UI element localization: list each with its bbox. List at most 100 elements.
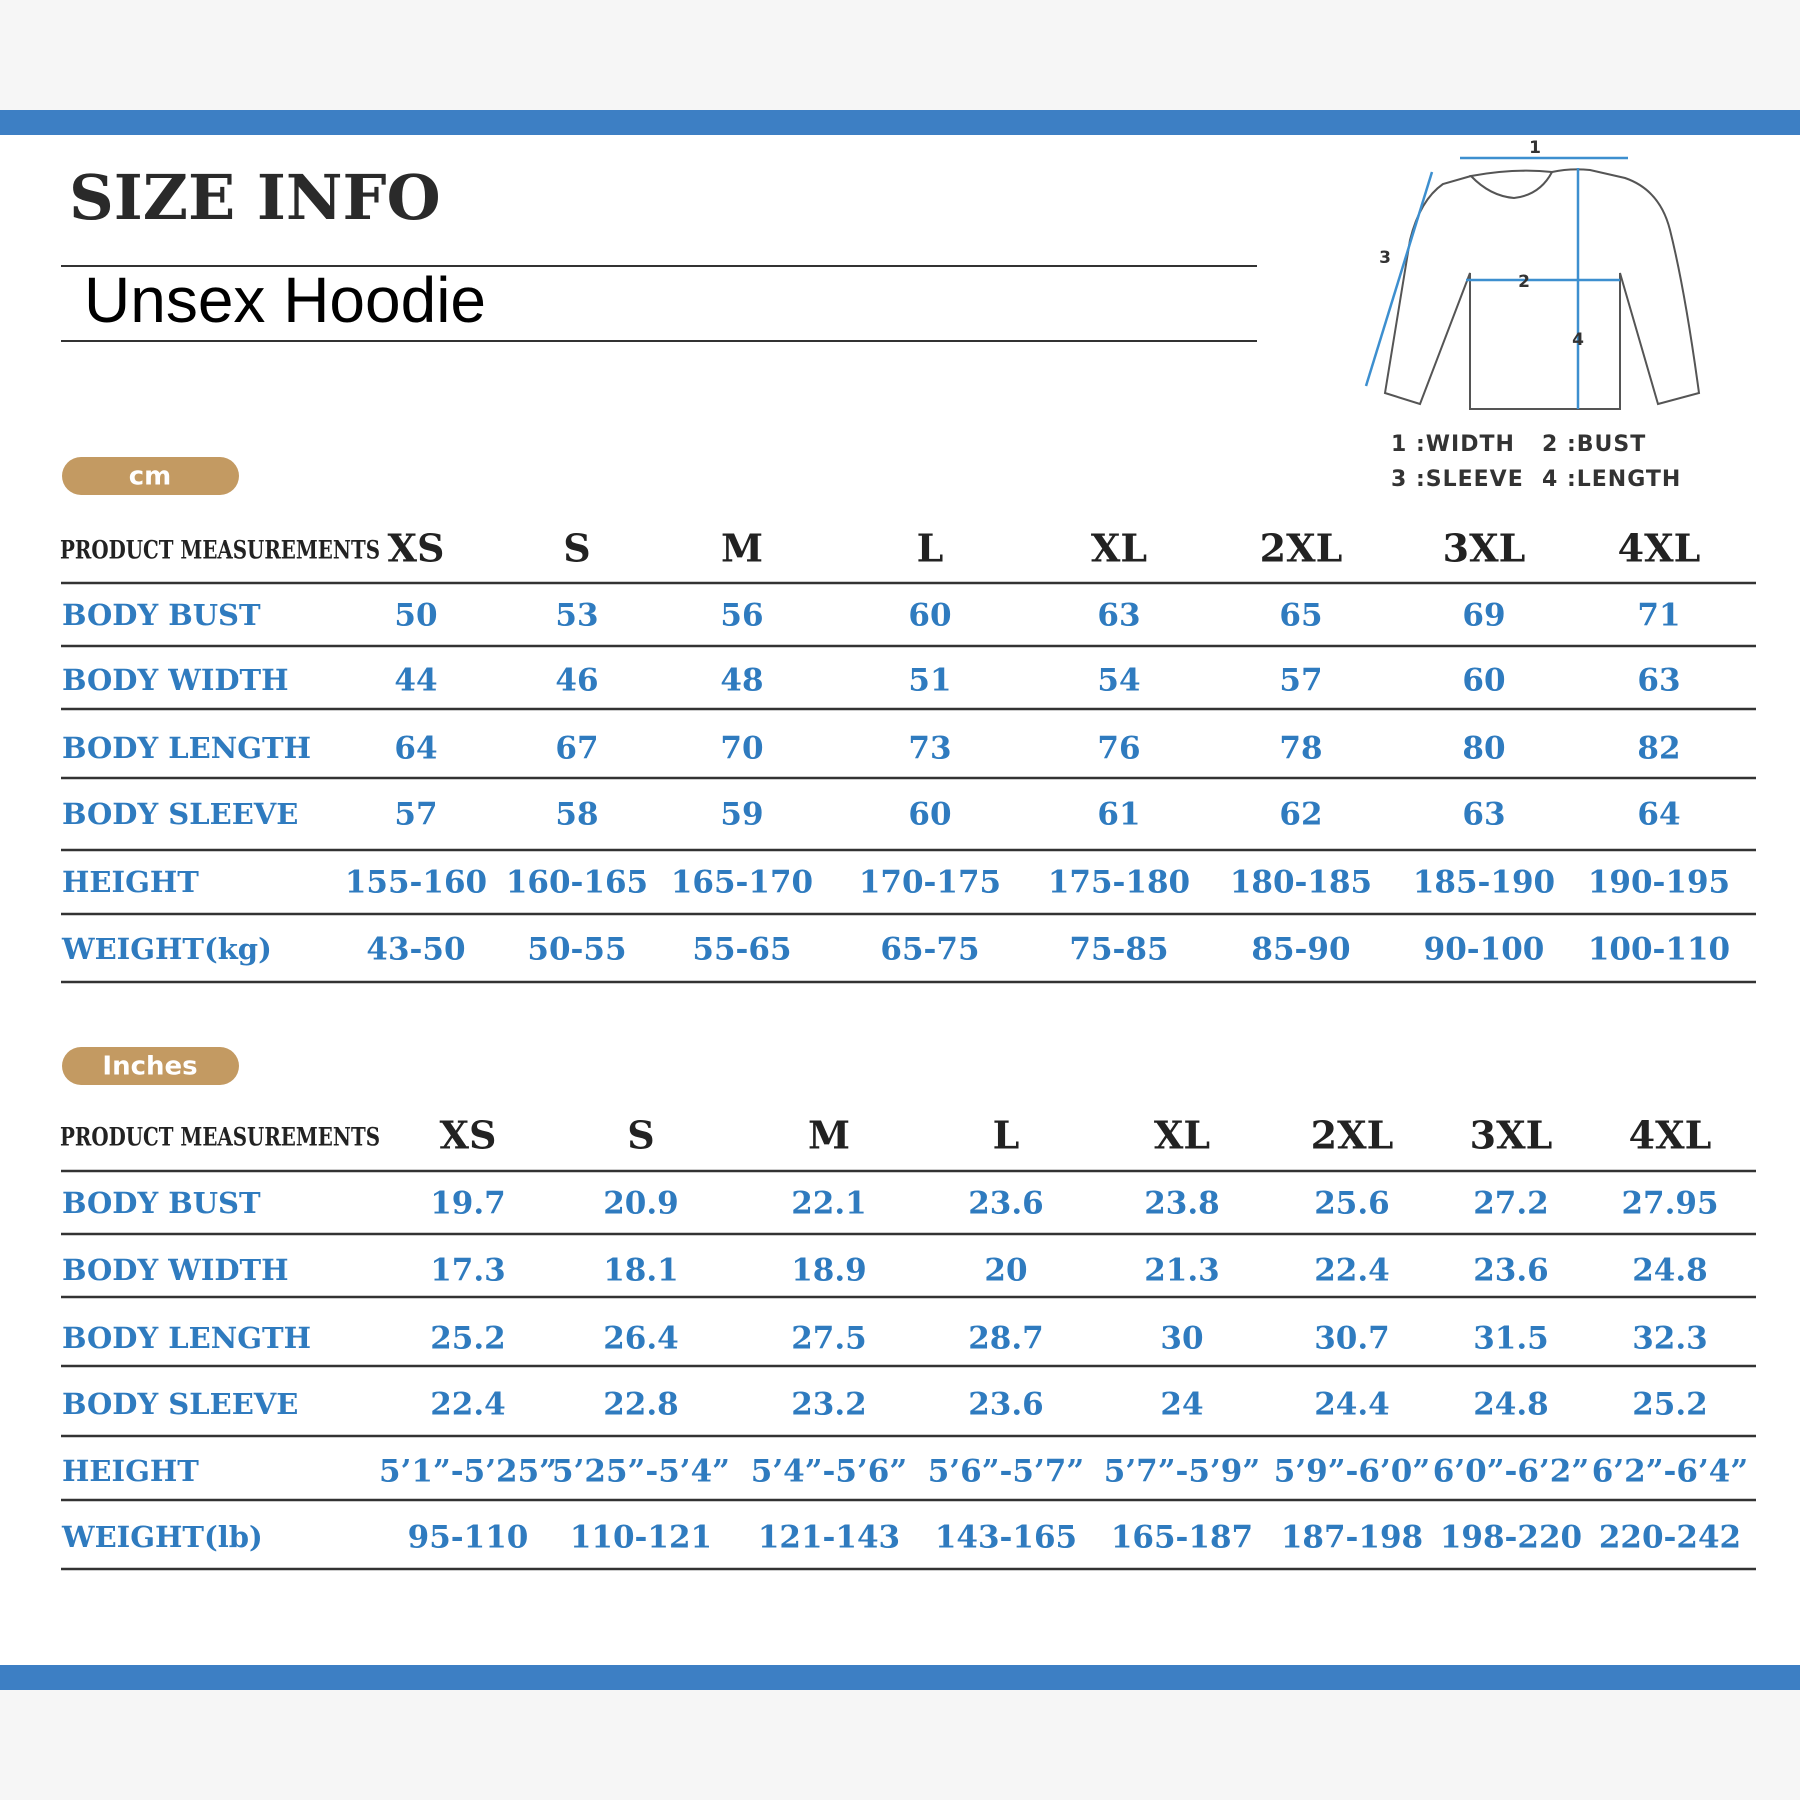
row-label: BODY WIDTH — [62, 1253, 289, 1287]
cell: 185-190 — [1413, 865, 1555, 901]
cell: 20 — [984, 1253, 1027, 1289]
content-bg — [0, 135, 1800, 1665]
cell: 76 — [1097, 731, 1140, 767]
cell: 73 — [908, 731, 951, 767]
cell: 160-165 — [506, 865, 648, 901]
collar — [1468, 169, 1554, 200]
cell: 27.95 — [1621, 1186, 1718, 1222]
cell: 18.1 — [603, 1253, 679, 1289]
cell: 170-175 — [859, 865, 1001, 901]
cell: 155-160 — [345, 865, 487, 901]
cell: 60 — [908, 598, 951, 634]
size-header: M — [721, 526, 763, 571]
cell: 55-65 — [692, 932, 791, 968]
cell: 22.1 — [791, 1186, 867, 1222]
cell: 65 — [1279, 598, 1322, 634]
row-label: HEIGHT — [62, 865, 199, 899]
cell: 54 — [1097, 663, 1140, 699]
cell: 95-110 — [408, 1520, 529, 1556]
sleeve-line — [1364, 171, 1434, 387]
cell: 27.5 — [791, 1321, 867, 1357]
cell: 85-90 — [1251, 932, 1350, 968]
cell: 22.4 — [430, 1387, 506, 1423]
cell: 180-185 — [1230, 865, 1372, 901]
unit-label: cm — [129, 462, 172, 492]
cell: 143-165 — [935, 1520, 1077, 1556]
cell: 6’0”-6’2” — [1433, 1454, 1589, 1490]
cell: 5’1”-5’25” — [379, 1454, 557, 1490]
cell: 23.6 — [968, 1186, 1044, 1222]
cell: 23.2 — [791, 1387, 867, 1423]
cell: 63 — [1462, 797, 1505, 833]
diagram-number: 2 — [1518, 272, 1530, 292]
cell: 18.9 — [791, 1253, 867, 1289]
cell: 23.6 — [1473, 1253, 1549, 1289]
row-label: BODY SLEEVE — [62, 1387, 298, 1421]
size-header: 3XL — [1443, 526, 1526, 571]
header-label: PRODUCT MEASUREMENTS — [60, 536, 380, 565]
cell: 71 — [1637, 598, 1680, 634]
cell: 165-170 — [671, 865, 813, 901]
row-label: BODY LENGTH — [62, 1321, 311, 1355]
diagram-legend: 4 :LENGTH — [1542, 467, 1681, 492]
cell: 20.9 — [603, 1186, 679, 1222]
header-label: PRODUCT MEASUREMENTS — [60, 1123, 380, 1152]
cell: 50 — [394, 598, 437, 634]
diagram-legend: 3 :SLEEVE — [1391, 467, 1524, 492]
cell: 50-55 — [527, 932, 626, 968]
cell: 175-180 — [1048, 865, 1190, 901]
cell: 220-242 — [1599, 1520, 1741, 1556]
cell: 31.5 — [1473, 1321, 1549, 1357]
row-label: WEIGHT(kg) — [61, 932, 272, 966]
cell: 110-121 — [570, 1520, 712, 1556]
cell: 44 — [394, 663, 437, 699]
cell: 28.7 — [968, 1321, 1044, 1357]
row-label: WEIGHT(lb) — [61, 1520, 263, 1554]
cell: 80 — [1462, 731, 1505, 767]
cell: 187-198 — [1281, 1520, 1423, 1556]
cell: 5’7”-5’9” — [1104, 1454, 1260, 1490]
top-bar — [0, 110, 1800, 135]
cell: 64 — [394, 731, 437, 767]
cell: 57 — [1279, 663, 1322, 699]
cell: 90-100 — [1424, 932, 1545, 968]
cell: 56 — [720, 598, 763, 634]
cell: 17.3 — [430, 1253, 506, 1289]
cell: 5’9”-6’0” — [1274, 1454, 1430, 1490]
diagram-number: 3 — [1379, 248, 1391, 268]
size-header: 2XL — [1311, 1113, 1394, 1158]
row-label: BODY WIDTH — [62, 663, 289, 697]
size-header: L — [917, 526, 944, 571]
size-header: 4XL — [1629, 1113, 1712, 1158]
size-header: S — [563, 526, 590, 571]
diagram-number: 4 — [1572, 330, 1584, 350]
size-header: XL — [1154, 1113, 1210, 1158]
cell: 24 — [1160, 1387, 1203, 1423]
cell: 25.6 — [1314, 1186, 1390, 1222]
cell: 165-187 — [1111, 1520, 1253, 1556]
cell: 22.8 — [603, 1387, 679, 1423]
row-label: BODY LENGTH — [62, 731, 311, 765]
cell: 46 — [555, 663, 598, 699]
size-header: 2XL — [1260, 526, 1343, 571]
diagram-legend: 2 :BUST — [1542, 432, 1646, 457]
diagram-legend: 1 :WIDTH — [1391, 432, 1515, 457]
cell: 70 — [720, 731, 763, 767]
cell: 61 — [1097, 797, 1140, 833]
cell: 48 — [720, 663, 763, 699]
size-header: XS — [388, 526, 445, 571]
cell: 23.8 — [1144, 1186, 1220, 1222]
size-header: M — [808, 1113, 850, 1158]
cell: 57 — [394, 797, 437, 833]
cell: 53 — [555, 598, 598, 634]
size-header: 4XL — [1618, 526, 1701, 571]
cell: 25.2 — [1632, 1387, 1708, 1423]
cell: 24.4 — [1314, 1387, 1390, 1423]
unit-badge — [62, 457, 239, 495]
cell: 23.6 — [968, 1387, 1044, 1423]
cell: 100-110 — [1588, 932, 1730, 968]
cell: 21.3 — [1144, 1253, 1220, 1289]
cell: 63 — [1097, 598, 1140, 634]
cell: 5’6”-5’7” — [928, 1454, 1084, 1490]
